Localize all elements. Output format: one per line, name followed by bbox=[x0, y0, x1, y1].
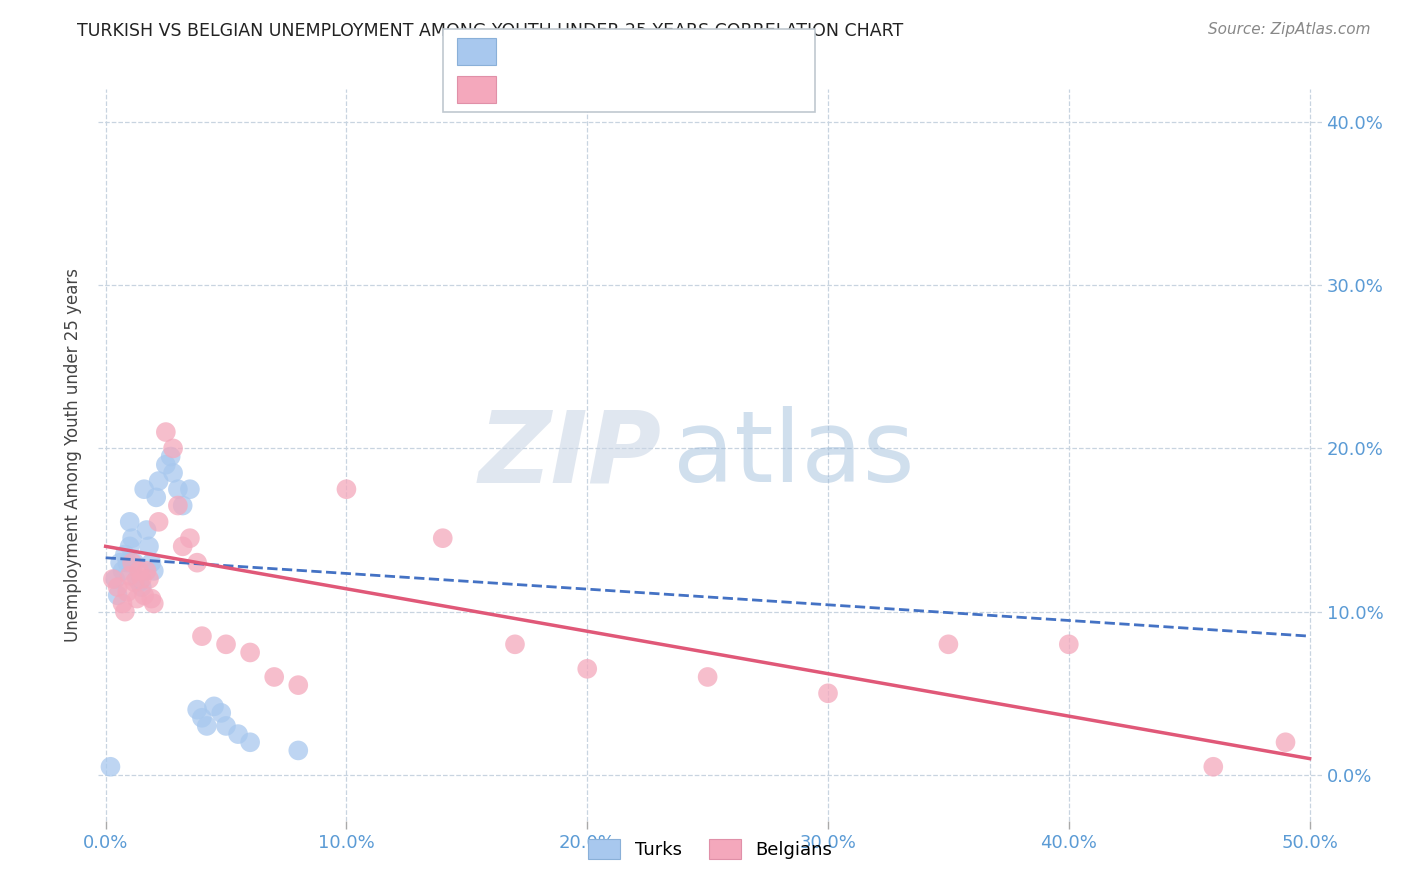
Point bbox=[142, 564, 165, 578]
Point bbox=[108, 556, 131, 570]
Point bbox=[186, 703, 208, 717]
Point bbox=[134, 588, 156, 602]
Text: -0.046: -0.046 bbox=[558, 43, 623, 61]
Text: 36: 36 bbox=[689, 43, 714, 61]
Point bbox=[118, 539, 141, 553]
Point bbox=[100, 760, 122, 774]
Text: -0.327: -0.327 bbox=[558, 80, 623, 98]
Point bbox=[239, 735, 262, 749]
Point bbox=[696, 670, 718, 684]
Text: atlas: atlas bbox=[673, 407, 915, 503]
Point bbox=[215, 637, 238, 651]
Point bbox=[432, 531, 454, 545]
Point bbox=[167, 499, 190, 513]
Point bbox=[226, 727, 249, 741]
Point bbox=[118, 515, 141, 529]
Point bbox=[172, 539, 194, 553]
Legend: Turks, Belgians: Turks, Belgians bbox=[581, 832, 839, 866]
Text: TURKISH VS BELGIAN UNEMPLOYMENT AMONG YOUTH UNDER 25 YEARS CORRELATION CHART: TURKISH VS BELGIAN UNEMPLOYMENT AMONG YO… bbox=[77, 22, 904, 40]
Point bbox=[131, 580, 153, 594]
Point bbox=[239, 645, 262, 659]
Point bbox=[101, 572, 124, 586]
Point bbox=[162, 442, 184, 456]
Point bbox=[148, 474, 170, 488]
Point bbox=[111, 564, 134, 578]
Point bbox=[186, 556, 208, 570]
Point bbox=[162, 466, 184, 480]
Point bbox=[145, 491, 167, 505]
Point bbox=[503, 637, 526, 651]
Point bbox=[104, 572, 127, 586]
Point bbox=[141, 556, 163, 570]
Point bbox=[155, 458, 177, 472]
Point bbox=[1274, 735, 1296, 749]
Point bbox=[148, 515, 170, 529]
Point bbox=[817, 686, 839, 700]
Point bbox=[114, 605, 136, 619]
Point bbox=[121, 556, 143, 570]
Point bbox=[179, 531, 201, 545]
Text: ZIP: ZIP bbox=[478, 407, 661, 503]
Point bbox=[155, 425, 177, 439]
Point bbox=[202, 699, 225, 714]
Point bbox=[191, 711, 214, 725]
Point bbox=[287, 743, 309, 757]
Point bbox=[209, 706, 232, 720]
Point bbox=[135, 564, 157, 578]
Y-axis label: Unemployment Among Youth under 25 years: Unemployment Among Youth under 25 years bbox=[65, 268, 83, 642]
Point bbox=[938, 637, 960, 651]
Point bbox=[172, 499, 194, 513]
Point bbox=[179, 482, 201, 496]
Text: 38: 38 bbox=[689, 80, 714, 98]
Point bbox=[135, 523, 157, 537]
Point bbox=[191, 629, 214, 643]
Text: Source: ZipAtlas.com: Source: ZipAtlas.com bbox=[1208, 22, 1371, 37]
Point bbox=[117, 585, 139, 599]
Point bbox=[167, 482, 190, 496]
Text: N =: N = bbox=[647, 80, 686, 98]
Point bbox=[141, 591, 163, 606]
Point bbox=[134, 482, 156, 496]
Point bbox=[142, 597, 165, 611]
Point bbox=[107, 580, 129, 594]
Point bbox=[128, 575, 150, 590]
Point bbox=[124, 556, 146, 570]
Point bbox=[138, 572, 160, 586]
Point bbox=[128, 564, 150, 578]
Point bbox=[287, 678, 309, 692]
Text: R =: R = bbox=[513, 43, 553, 61]
Point bbox=[118, 568, 141, 582]
Point bbox=[125, 591, 148, 606]
Point bbox=[124, 575, 146, 590]
Point bbox=[195, 719, 218, 733]
Point bbox=[215, 719, 238, 733]
Point bbox=[159, 450, 181, 464]
Point bbox=[131, 572, 153, 586]
Point bbox=[125, 572, 148, 586]
Point bbox=[138, 539, 160, 553]
Point bbox=[576, 662, 599, 676]
Point bbox=[107, 588, 129, 602]
Point bbox=[114, 548, 136, 562]
Point bbox=[263, 670, 285, 684]
Point bbox=[1057, 637, 1080, 651]
Text: N =: N = bbox=[647, 43, 686, 61]
Point bbox=[111, 597, 134, 611]
Point bbox=[335, 482, 357, 496]
Point bbox=[117, 556, 139, 570]
Point bbox=[121, 531, 143, 545]
Text: R =: R = bbox=[513, 80, 553, 98]
Point bbox=[1202, 760, 1225, 774]
